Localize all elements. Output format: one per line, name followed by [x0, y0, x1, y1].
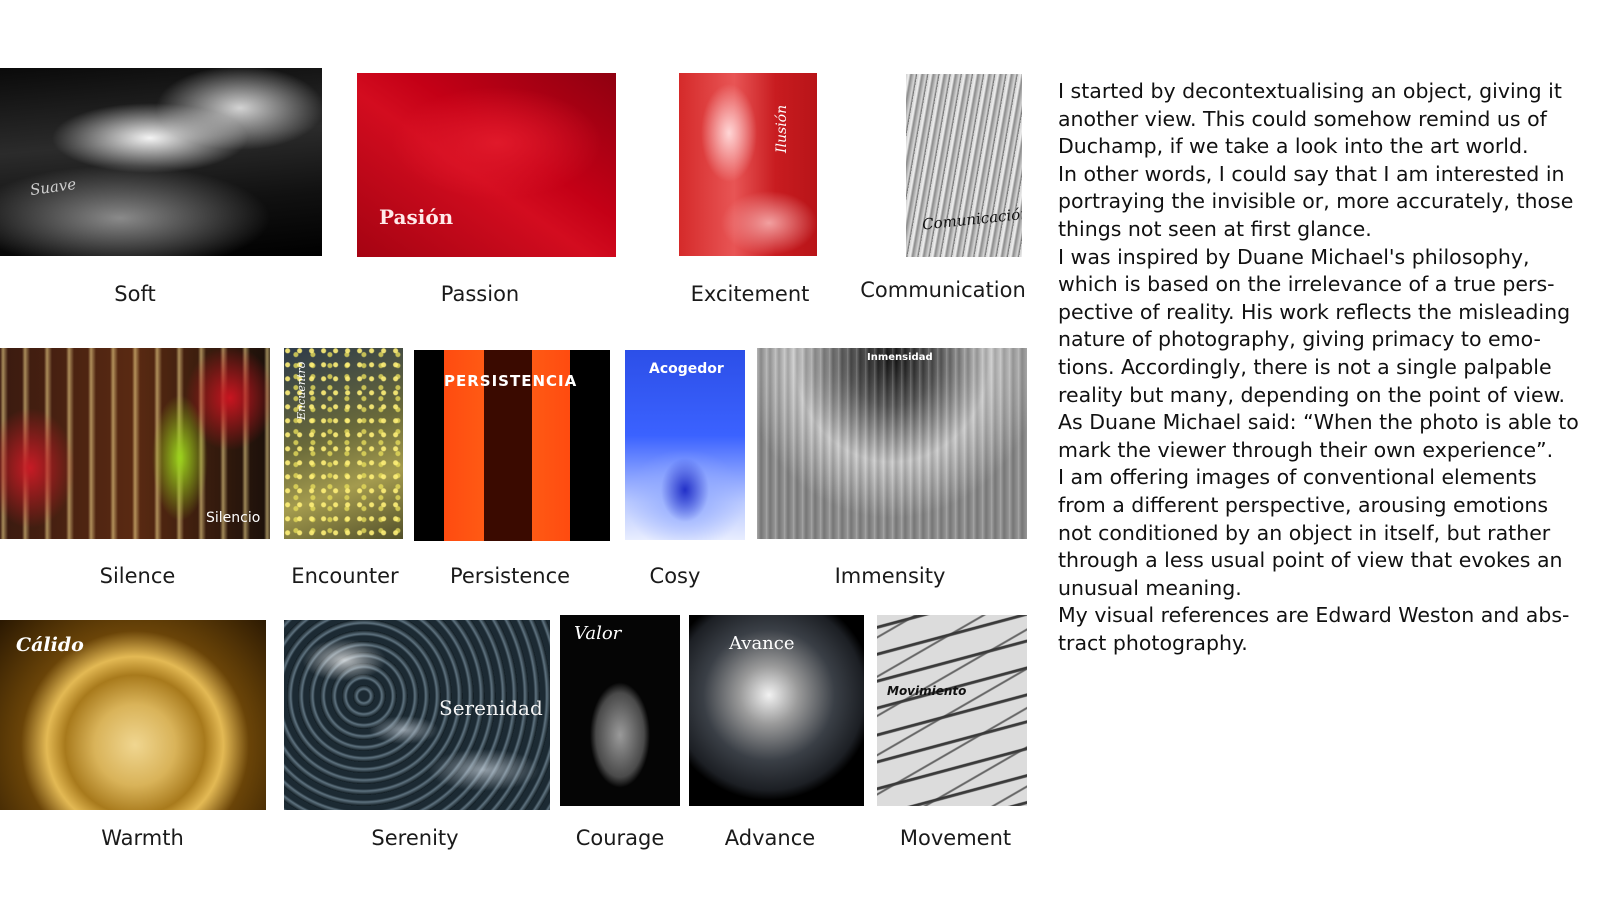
photo-title-cosy: Acogedor — [649, 361, 724, 377]
photo-title-warmth: Cálido — [16, 634, 84, 656]
caption-courage: Courage — [575, 826, 665, 850]
essay-line: from a different perspective, arousing e… — [1058, 492, 1549, 517]
photo-title-serenity: Serenidad — [439, 696, 543, 720]
photo-persistence: PERSISTENCIA — [414, 350, 610, 541]
photo-title-silence: Silencio — [206, 510, 261, 526]
photo-title-passion: Pasión — [379, 205, 454, 229]
essay-line: I was inspired by Duane Michael's philos… — [1058, 244, 1530, 269]
essay-line: tract photography. — [1058, 630, 1248, 655]
essay-text: I started by decontextualising an object… — [1058, 78, 1583, 657]
essay-line: Duchamp, if we take a look into the art … — [1058, 134, 1529, 159]
photo-silence: Silencio — [0, 348, 270, 539]
photo-passion: Pasión — [357, 73, 616, 257]
photo-title-excitement: Ilusión — [774, 104, 790, 153]
photo-communication: Comunicación — [906, 74, 1022, 257]
caption-serenity: Serenity — [371, 826, 459, 850]
photo-title-persistence: PERSISTENCIA — [444, 372, 578, 390]
photo-movement: Movimiento — [877, 615, 1027, 806]
photo-title-encounter: Encuentro — [295, 361, 308, 420]
essay-line: nature of photography, giving primacy to… — [1058, 327, 1541, 352]
photo-courage: Valor — [560, 615, 680, 806]
essay-line: another view. This could somehow remind … — [1058, 106, 1547, 131]
photo-title-movement: Movimiento — [887, 684, 967, 698]
caption-advance: Advance — [724, 826, 816, 850]
photo-immensity: Inmensidad — [757, 348, 1027, 539]
caption-encounter: Encounter — [291, 564, 399, 588]
photo-title-soft: Suave — [28, 174, 78, 200]
essay-line: not conditioned by an object in itself, … — [1058, 520, 1551, 545]
essay-line: I started by decontextualising an object… — [1058, 79, 1562, 103]
essay-line: which is based on the irrelevance of a t… — [1058, 272, 1555, 297]
caption-passion: Passion — [440, 282, 520, 306]
essay-line: tions. Accordingly, there is not a singl… — [1058, 354, 1552, 379]
essay-line: reality but many, depending on the point… — [1058, 382, 1566, 407]
essay-line: I am offering images of conventional ele… — [1058, 465, 1537, 490]
essay-line: My visual references are Edward Weston a… — [1058, 603, 1570, 628]
essay-line: In other words, I could say that I am in… — [1058, 161, 1565, 186]
photo-title-immensity: Inmensidad — [867, 352, 933, 363]
caption-soft: Soft — [114, 282, 156, 306]
essay-line: As Duane Michael said: “When the photo i… — [1058, 410, 1579, 435]
essay-line: unusual meaning. — [1058, 575, 1242, 600]
photo-serenity: Serenidad — [284, 620, 550, 810]
photo-title-advance: Avance — [729, 633, 795, 654]
caption-warmth: Warmth — [101, 826, 184, 850]
caption-immensity: Immensity — [834, 564, 946, 588]
essay-line: mark the viewer through their own experi… — [1058, 437, 1554, 462]
essay-line: pective of reality. His work reflects th… — [1058, 299, 1571, 324]
photo-title-courage: Valor — [574, 623, 622, 644]
essay-line: portraying the invisible or, more accura… — [1058, 189, 1574, 214]
caption-movement: Movement — [899, 826, 1012, 850]
caption-communication: Communication — [860, 278, 1026, 302]
caption-persistence: Persistence — [449, 564, 571, 588]
photo-advance: Avance — [689, 615, 864, 806]
photo-title-communication: Comunicación — [921, 204, 1022, 234]
essay-line: things not seen at first glance. — [1058, 216, 1372, 241]
caption-excitement: Excitement — [690, 282, 810, 306]
photo-cosy: Acogedor — [625, 350, 745, 540]
photo-excitement: Ilusión — [679, 73, 817, 256]
photo-encounter: Encuentro — [284, 348, 403, 539]
caption-cosy: Cosy — [649, 564, 701, 588]
essay-line: through a less usual point of view that … — [1058, 548, 1563, 573]
caption-silence: Silence — [99, 564, 176, 588]
photo-soft: Suave — [0, 68, 322, 256]
photo-warmth: Cálido — [0, 620, 266, 810]
